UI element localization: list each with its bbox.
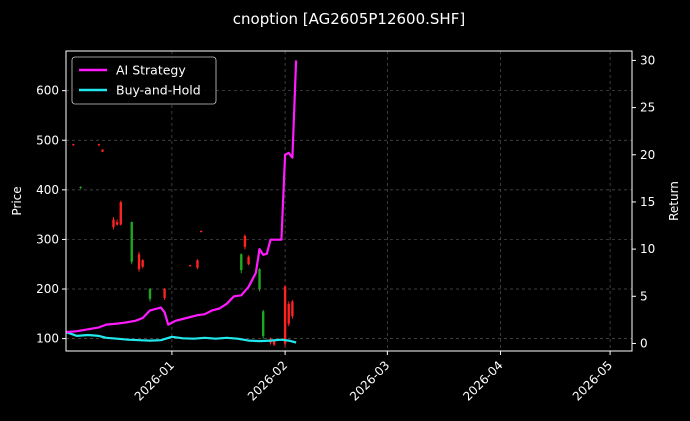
right-tick-label: 15 (640, 195, 655, 209)
candle (291, 299, 294, 319)
candle-body (261, 311, 265, 337)
left-axis-label: Price (10, 186, 24, 215)
candle-body (137, 254, 141, 270)
candle (188, 264, 192, 267)
candle (141, 259, 144, 269)
ai-strategy-line (65, 60, 298, 334)
candle (115, 219, 119, 226)
candle-body (115, 222, 119, 225)
candle (163, 288, 166, 300)
candle (148, 288, 152, 302)
right-axis-label: Return (667, 181, 681, 221)
plot-frame (65, 50, 633, 352)
candle (283, 285, 287, 347)
left-y-axis: 100 200 300 400 500 600 (36, 84, 66, 346)
candle (137, 251, 141, 272)
candle (97, 143, 101, 147)
candle-body (258, 269, 261, 290)
candle-body (199, 231, 203, 232)
candle (130, 221, 133, 265)
candlesticks (72, 143, 294, 347)
chart-title: cnoption [AG2605P12600.SHF] (233, 10, 465, 28)
candle-body (119, 202, 122, 225)
candle-body (112, 219, 115, 228)
candle (112, 217, 115, 230)
right-y-axis: 0 5 10 15 20 25 30 (632, 53, 655, 350)
candle (240, 253, 243, 274)
candle (272, 340, 276, 347)
candle-body (291, 301, 294, 317)
right-tick-label: 20 (640, 148, 655, 162)
candle-body (188, 265, 192, 267)
candle-body (287, 303, 290, 324)
candle (72, 143, 75, 146)
left-tick-label: 200 (36, 282, 59, 296)
candle-body (283, 286, 287, 344)
right-tick-label: 0 (640, 336, 648, 350)
legend-box (71, 56, 217, 105)
candle-body (79, 186, 82, 188)
candle-body (240, 254, 243, 271)
candle-body (148, 289, 152, 299)
right-tick-label: 30 (640, 53, 655, 67)
candle (287, 301, 290, 327)
right-tick-label: 25 (640, 101, 655, 115)
candle-body (243, 235, 247, 247)
left-tick-label: 400 (36, 183, 59, 197)
candle (258, 268, 261, 292)
candle-body (272, 341, 276, 345)
right-tick-label: 5 (640, 289, 648, 303)
left-tick-label: 500 (36, 133, 59, 147)
candle-body (130, 222, 133, 262)
candle (101, 149, 104, 153)
candle (196, 259, 199, 270)
left-tick-label: 300 (36, 232, 59, 246)
candle (261, 309, 265, 339)
buy-and-hold-line (65, 331, 297, 344)
candle-body (101, 149, 104, 152)
candle-body (163, 289, 166, 298)
candle (79, 186, 82, 189)
candle (247, 255, 250, 266)
left-tick-label: 600 (36, 84, 59, 98)
right-tick-label: 10 (640, 242, 655, 256)
left-tick-label: 100 (36, 332, 59, 346)
candle-body (141, 260, 144, 267)
candle-body (97, 144, 101, 146)
legend: AI Strategy Buy-and-Hold (71, 56, 217, 105)
legend-label: AI Strategy (116, 63, 186, 78)
candle-body (247, 256, 250, 265)
candle (243, 234, 247, 250)
candle-body (72, 144, 75, 146)
legend-label: Buy-and-Hold (116, 83, 201, 98)
candle-body (196, 260, 199, 268)
candle (119, 200, 122, 226)
return-lines (65, 60, 298, 344)
candle (199, 230, 203, 233)
